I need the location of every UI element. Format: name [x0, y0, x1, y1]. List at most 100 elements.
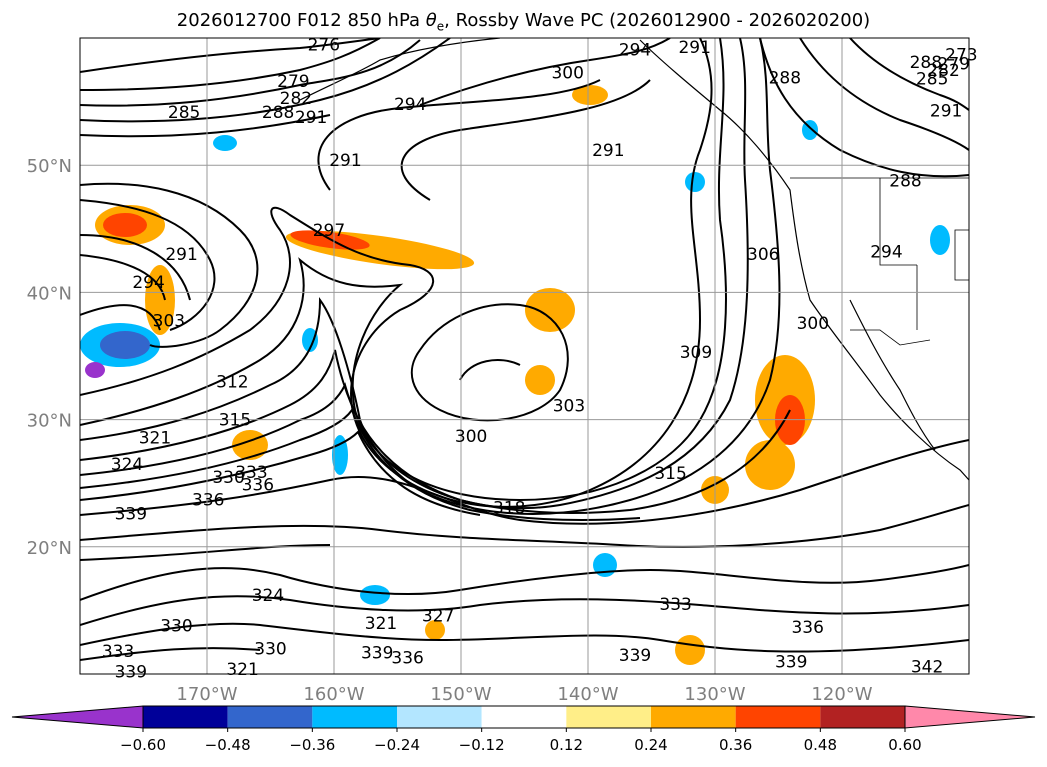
state-border: [954, 229, 969, 281]
lon-tick-label: 160°W: [303, 684, 364, 705]
contour-label: 282: [927, 61, 959, 81]
contour-label: 300: [551, 63, 583, 83]
shade-negative-region: [930, 225, 950, 255]
lon-tick-label: 170°W: [176, 684, 237, 705]
contour-label: 312: [216, 372, 248, 392]
contour-label: 291: [165, 245, 197, 265]
contour-label: 339: [115, 662, 147, 682]
contour-line: [80, 564, 969, 601]
contour-line: [410, 303, 569, 422]
colorbar: −0.60 −0.48 −0.36 −0.24 −0.12 0.12 0.24 0.36 0.4…: [11, 705, 1036, 754]
lat-tick-label: 50°N: [27, 156, 72, 177]
contour-line: [80, 595, 969, 626]
colorbar-tick-label: −0.48: [205, 736, 251, 754]
contour-label: 333: [102, 642, 134, 662]
contour-label: 294: [394, 95, 426, 115]
contour-label: 303: [553, 397, 585, 417]
contour-label: 297: [313, 221, 345, 241]
contour-label: 333: [659, 595, 691, 615]
contour-label: 324: [111, 455, 143, 475]
lat-tick-label: 40°N: [27, 283, 72, 304]
colorbar-tick-label: 0.60: [888, 736, 921, 754]
colorbar-segment: [566, 706, 651, 728]
colorbar-tick-label: −0.36: [289, 736, 335, 754]
contour-label: 294: [619, 40, 651, 60]
contour-label: 291: [329, 151, 361, 171]
colorbar-tick-label: 0.48: [804, 736, 837, 754]
contour-label: 288: [262, 103, 294, 123]
contour-line: [80, 234, 191, 301]
contour-line: [80, 38, 451, 123]
contour-label: 321: [226, 660, 258, 680]
contour-label: 327: [422, 606, 454, 626]
colorbar-tick-label: −0.12: [459, 736, 505, 754]
shade-positive-region: [745, 440, 795, 490]
lon-tick-label: 140°W: [557, 684, 618, 705]
contour-line: [80, 114, 331, 138]
contour-label: 300: [455, 427, 487, 447]
colorbar-segment: [820, 706, 905, 728]
contour-label: 279: [277, 72, 309, 92]
shade-positive-region: [525, 365, 555, 395]
contour-label: 309: [680, 343, 712, 363]
lon-tick-label: 120°W: [811, 684, 872, 705]
shade-positive-region: [525, 288, 575, 332]
shade-negative-core: [85, 362, 105, 378]
shade-negative-region: [213, 135, 237, 151]
contour-label: 273: [945, 46, 977, 66]
contour-label: 285: [916, 70, 948, 90]
contour-label: 321: [365, 614, 397, 634]
contour-label: 315: [219, 411, 251, 431]
colorbar-tick-label: −0.60: [120, 736, 166, 754]
contour-line: [80, 544, 331, 561]
colorbar-tick-label: −0.24: [374, 736, 420, 754]
contour-label: 291: [678, 38, 710, 58]
boundaries: [790, 177, 969, 346]
contour-label: 339: [775, 652, 807, 672]
shade-positive-core: [103, 213, 147, 237]
graticule: [80, 38, 969, 674]
lat-tick-label: 30°N: [27, 411, 72, 432]
map-border: [79, 37, 970, 675]
border-us-mexico: [850, 329, 931, 346]
lon-tick-label: 130°W: [684, 684, 745, 705]
contour-line: [80, 39, 421, 107]
contour-line: [80, 199, 216, 331]
colorbar-tick-label: 0.36: [719, 736, 752, 754]
latitude-ticks: 20°N 30°N 40°N 50°N: [27, 156, 72, 559]
colorbar-segment: [143, 706, 228, 728]
contour-label: 342: [911, 657, 943, 677]
chart-title: 2026012700 F012 850 hPa θe, Rossby Wave …: [176, 10, 871, 34]
coastline-baja: [849, 299, 936, 451]
shade-positive-region: [675, 635, 705, 665]
contour-label: 285: [168, 103, 200, 123]
contour-label: 336: [242, 475, 274, 495]
contour-label: 306: [747, 245, 779, 265]
contour-line: [849, 38, 969, 111]
contour-label: 333: [235, 463, 267, 483]
contour-label: 288: [769, 68, 801, 88]
shade-positive-region: [572, 85, 608, 105]
lon-tick-label: 150°W: [430, 684, 491, 705]
contour-label: 294: [870, 243, 902, 263]
colorbar-segment: [397, 706, 482, 728]
shade-negative-region: [685, 172, 705, 192]
colorbar-tick-label: 0.12: [550, 736, 583, 754]
shade-negative-region: [360, 585, 390, 605]
contour-line: [459, 359, 521, 381]
coastlines: [299, 38, 969, 481]
contour-label: 330: [160, 617, 192, 637]
colorbar-segment: [481, 706, 567, 728]
contour-label: 339: [619, 646, 651, 666]
contour-label: 276: [308, 35, 340, 55]
shade-positive-region: [425, 620, 445, 640]
contour-line: [80, 622, 969, 653]
contour-line: [80, 647, 261, 661]
contour-label: 300: [797, 314, 829, 334]
longitude-ticks: 170°W 160°W 150°W 140°W 130°W 120°W: [176, 684, 872, 705]
colorbar-extension-low: [11, 705, 144, 729]
coastline-alaska: [299, 38, 501, 101]
contour-line: [317, 79, 601, 191]
contour-label: 291: [592, 141, 624, 161]
